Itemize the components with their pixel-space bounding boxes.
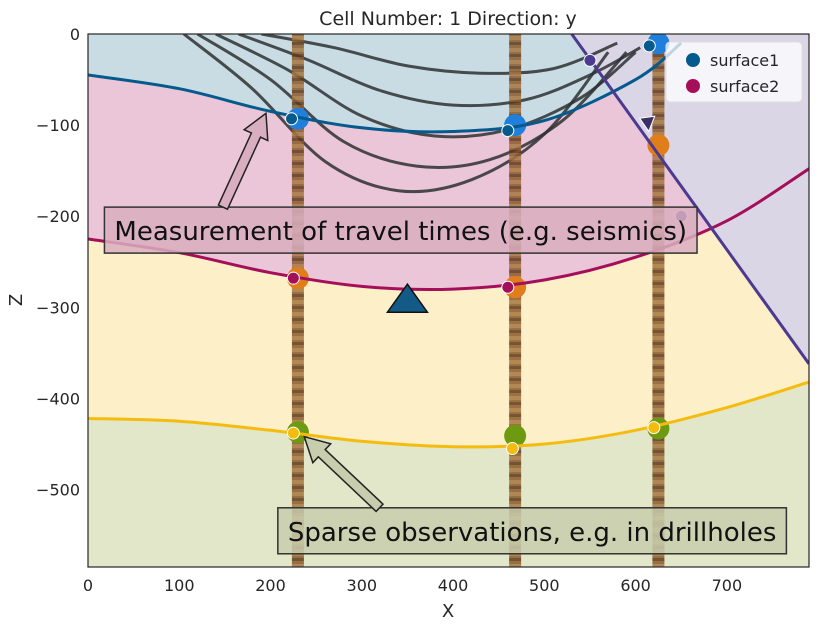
plot-area bbox=[88, 34, 809, 567]
legend-marker bbox=[686, 79, 700, 93]
y-tick-label: −400 bbox=[36, 389, 80, 408]
y-tick-label: −500 bbox=[36, 481, 80, 500]
surface-point bbox=[286, 426, 300, 440]
basement-line bbox=[88, 380, 809, 449]
surface-point bbox=[285, 112, 299, 126]
x-tick-label: 200 bbox=[255, 576, 286, 595]
legend-marker bbox=[686, 53, 700, 67]
x-tick-label: 500 bbox=[529, 576, 560, 595]
annotation-text: Measurement of travel times (e.g. seismi… bbox=[114, 217, 687, 247]
drillhole-contact-marker bbox=[504, 424, 527, 447]
x-axis-ticks: 0 100 200 300 400 500 600 700 bbox=[83, 576, 742, 595]
y-tick-label: 0 bbox=[70, 25, 80, 44]
x-tick-label: 700 bbox=[712, 576, 743, 595]
x-tick-label: 400 bbox=[438, 576, 469, 595]
legend-label: surface1 bbox=[710, 51, 779, 70]
y-tick-label: −200 bbox=[36, 207, 80, 226]
drillhole-contact-marker bbox=[647, 134, 670, 157]
chart-title: Cell Number: 1 Direction: y bbox=[319, 8, 577, 30]
direction-arrow-marker bbox=[638, 115, 656, 133]
surface1-line bbox=[88, 41, 683, 134]
x-tick-label: 600 bbox=[620, 576, 651, 595]
y-axis-ticks: 0 −100 −200 −300 −400 −500 bbox=[36, 25, 80, 500]
y-tick-label: −100 bbox=[36, 116, 80, 135]
seismic-ray-line bbox=[261, 34, 618, 75]
annotations: Measurement of travel times (e.g. seismi… bbox=[103, 111, 788, 555]
seismic-ray-line bbox=[215, 34, 637, 139]
surface-lines bbox=[88, 34, 809, 449]
surface-point bbox=[642, 39, 656, 53]
y-axis-label: Z bbox=[6, 294, 27, 306]
x-tick-label: 100 bbox=[164, 576, 195, 595]
annotation-text: Sparse observations, e.g. in drillholes bbox=[288, 518, 777, 548]
legend-box bbox=[665, 41, 803, 103]
drillhole-core bbox=[652, 34, 665, 567]
seismic-ray-line bbox=[238, 34, 641, 108]
x-tick-label: 300 bbox=[347, 576, 378, 595]
seismic-source-marker bbox=[385, 282, 429, 313]
surface-point bbox=[505, 442, 519, 456]
surface-point bbox=[501, 124, 515, 138]
surface-point bbox=[501, 280, 515, 294]
plot-frame bbox=[87, 33, 810, 568]
data-points bbox=[285, 39, 688, 456]
seismic-ray-line bbox=[196, 34, 628, 169]
surface2-line bbox=[88, 167, 809, 292]
surface-point bbox=[286, 271, 300, 285]
surface-point bbox=[647, 421, 661, 435]
x-tick-label: 0 bbox=[83, 576, 93, 595]
x-axis-label: X bbox=[442, 601, 454, 622]
y-tick-label: −300 bbox=[36, 298, 80, 317]
annotation-arrow bbox=[217, 111, 269, 211]
legend-label: surface2 bbox=[710, 77, 779, 96]
fault-line bbox=[570, 34, 809, 365]
annotation-arrow bbox=[303, 435, 385, 513]
annotation-box bbox=[103, 206, 698, 254]
legend: surface1 surface2 bbox=[665, 41, 803, 103]
annotation-box bbox=[277, 507, 788, 555]
surface-point bbox=[583, 53, 597, 67]
seismic-rays bbox=[182, 34, 641, 194]
drillhole-core bbox=[509, 34, 522, 567]
